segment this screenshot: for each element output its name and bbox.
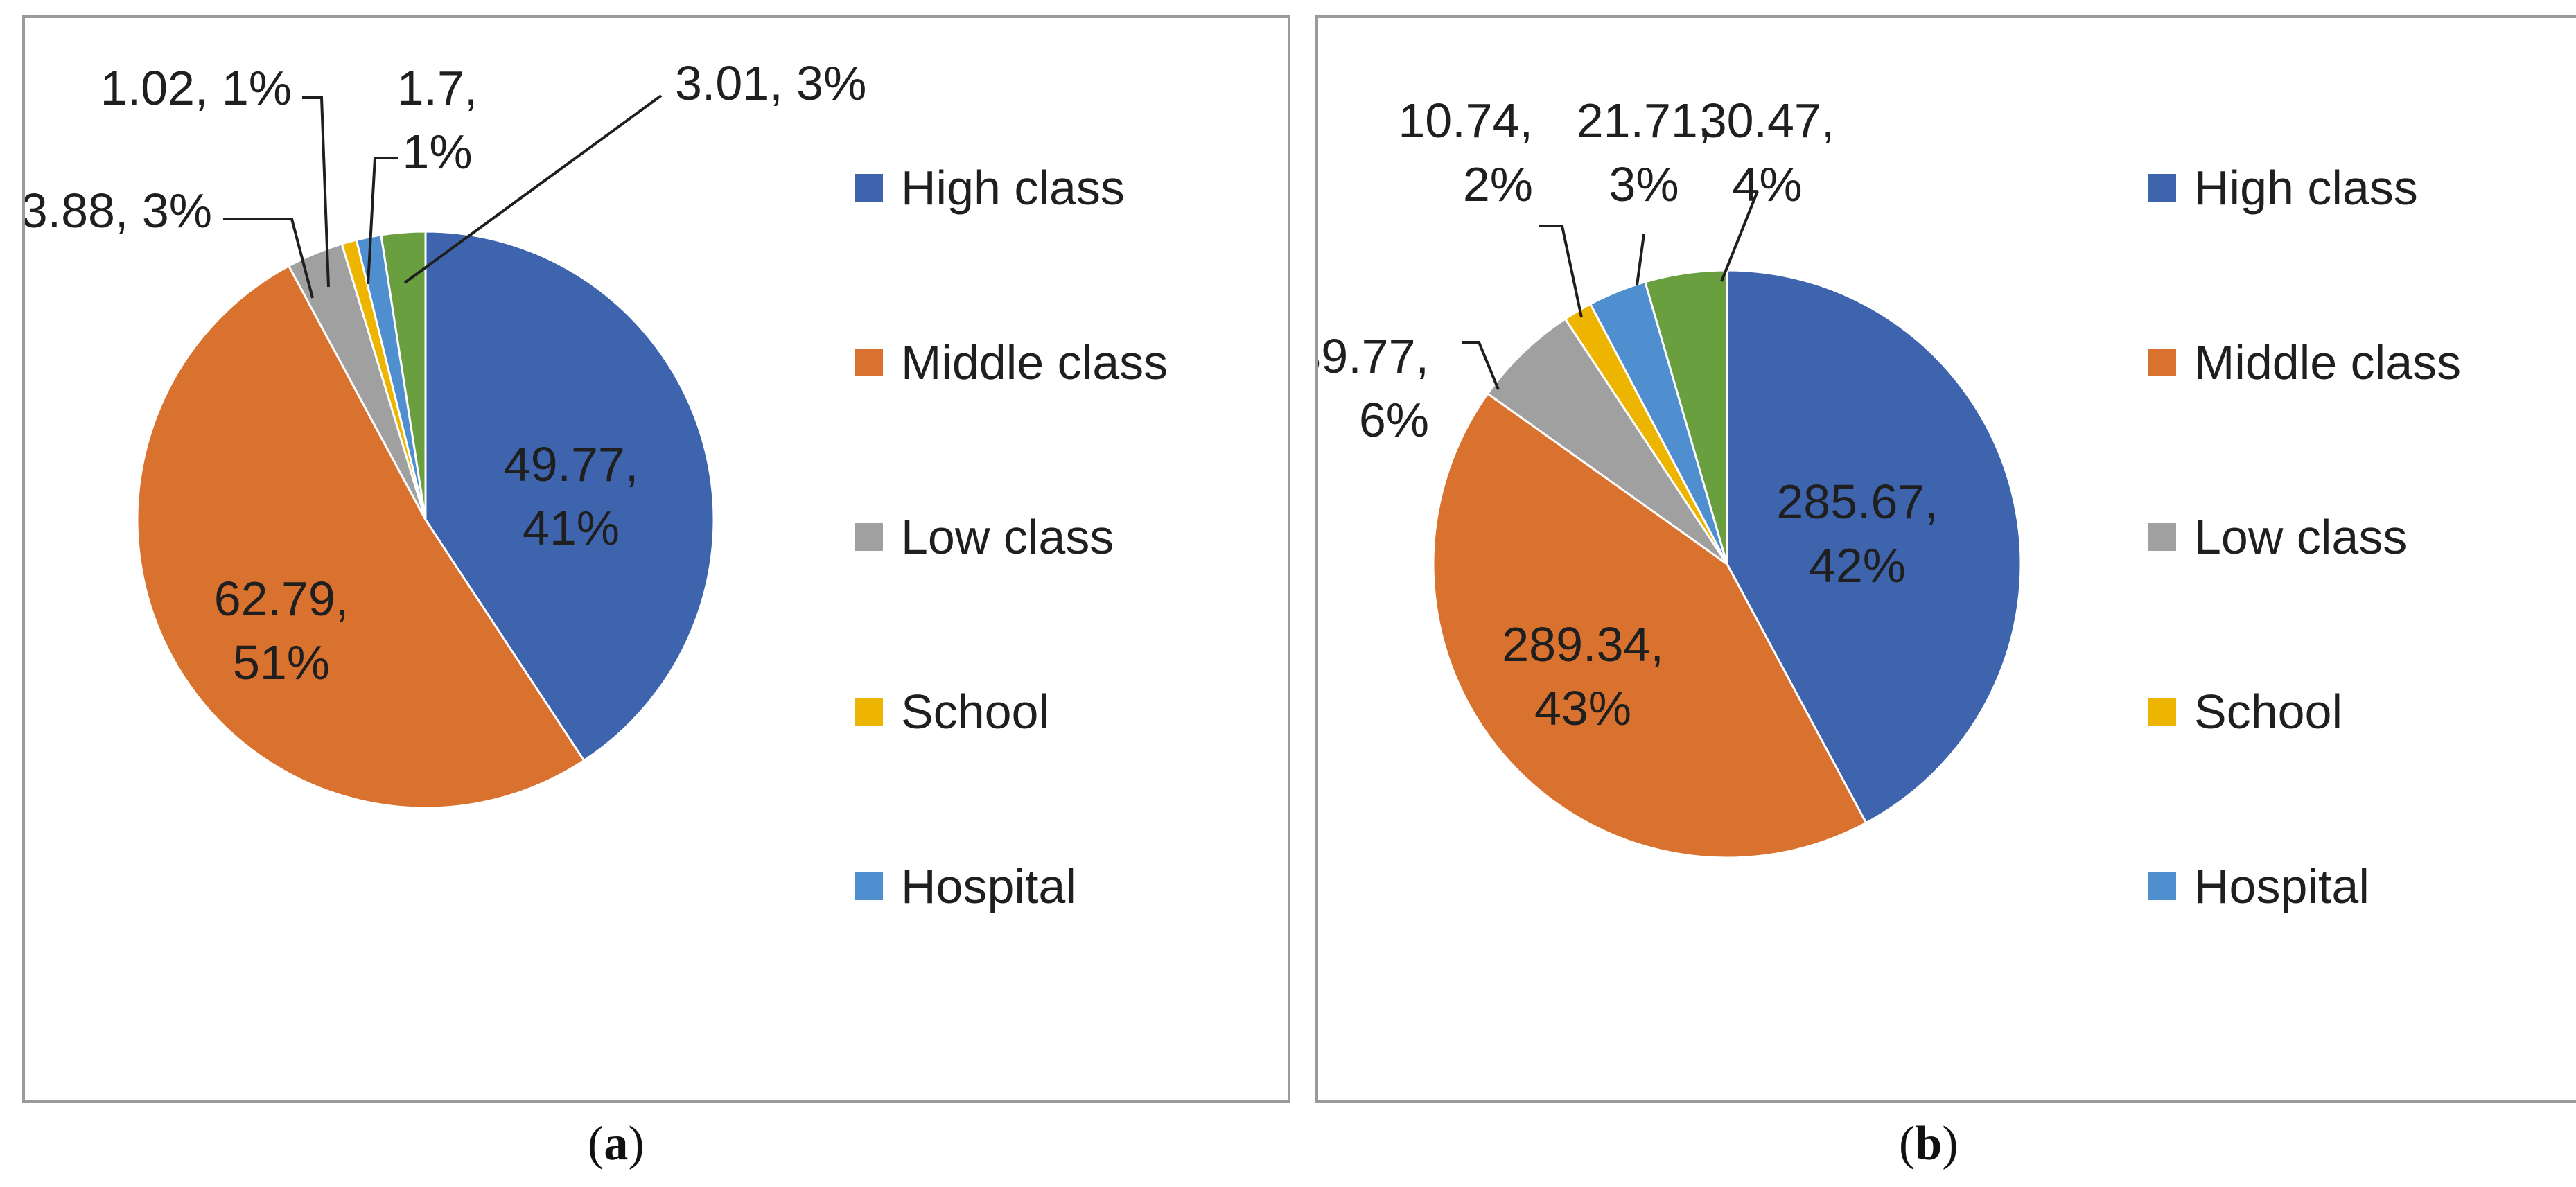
legend-label-school: School xyxy=(2194,685,2343,739)
leader-line-school xyxy=(1539,225,1583,318)
legend-label-high-class: High class xyxy=(2194,161,2418,215)
data-label-low-class: 39.77,6% xyxy=(1318,329,1429,447)
legend-swatch-middle-class xyxy=(2148,349,2176,376)
legend-swatch-low-class xyxy=(2148,523,2176,551)
pie-chart-a: 49.77, 41% 62.79, 51% 3.88, 3% 1.02, 1% 1.7, 1%… xyxy=(25,56,866,809)
leader-line-low-class xyxy=(1462,341,1500,390)
legend-label-high-class: High class xyxy=(901,161,1125,215)
legend-label-school: School xyxy=(901,685,1050,739)
pie-slice-middle-class xyxy=(1432,392,1868,859)
pie-slice-other xyxy=(380,230,427,520)
data-label-middle-class: 289.34, 43% xyxy=(1502,617,1664,735)
legend-label-hospital: Hospital xyxy=(2194,859,2369,913)
data-label-other: 3.01, 3% xyxy=(675,56,866,110)
leader-line-school xyxy=(302,96,330,288)
data-label-hospital: 1.7, 1% xyxy=(397,61,478,179)
leader-line-other xyxy=(1720,191,1759,282)
legend-swatch-middle-class xyxy=(855,349,883,376)
data-label-high-class: 49.77, 41% xyxy=(504,437,639,555)
legend-swatch-school xyxy=(855,698,883,726)
legend-label-middle-class: Middle class xyxy=(901,335,1168,389)
data-label-hospital: 21.71, 3% xyxy=(1577,94,1712,211)
legend-swatch-high-class xyxy=(2148,174,2176,202)
leader-line-hospital xyxy=(367,157,398,285)
pie-slice-low-class xyxy=(1486,317,1728,565)
legend-label-low-class: Low class xyxy=(901,510,1114,564)
data-label-low-class: 3.88, 3% xyxy=(25,184,212,238)
chart-panel-a: 49.77, 41% 62.79, 51% 3.88, 3% 1.02, 1% 1.7, 1%… xyxy=(22,15,1290,1103)
data-label-school: 1.02, 1% xyxy=(100,61,292,115)
legend-swatch-school xyxy=(2148,698,2176,726)
pie-slice-middle-class xyxy=(136,264,586,809)
legend-swatch-high-class xyxy=(855,174,883,202)
caption-a: (a) xyxy=(588,1117,645,1170)
legend-label-low-class: Low class xyxy=(2194,510,2408,564)
caption-b: (b) xyxy=(1899,1117,1959,1170)
pie-slice-high-class xyxy=(1726,269,2022,825)
legend-swatch-hospital xyxy=(855,872,883,900)
data-label-school: 10.74, 2% xyxy=(1398,94,1533,211)
leader-line-low-class xyxy=(223,218,314,299)
chart-panel-b: 285.67,42% 289.34,43% 39.77,6% 10.74,2% 21.7… xyxy=(1315,15,2576,1103)
pie-chart-b: 285.67,42% 289.34,43% 39.77,6% 10.74,2% 21.7… xyxy=(1318,94,2022,859)
legend-label-hospital: Hospital xyxy=(901,859,1076,913)
data-label-other: 30.47, 4% xyxy=(1700,94,1835,211)
legend-swatch-hospital xyxy=(2148,872,2176,900)
legend-label-middle-class: Middle class xyxy=(2194,335,2462,389)
data-label-high-class: 285.67, 42% xyxy=(1776,475,1938,592)
data-label-middle-class: 62.79, 51% xyxy=(214,572,349,689)
leader-line-other xyxy=(403,94,663,284)
leader-line-hospital xyxy=(1636,234,1645,286)
legend-swatch-low-class xyxy=(855,523,883,551)
